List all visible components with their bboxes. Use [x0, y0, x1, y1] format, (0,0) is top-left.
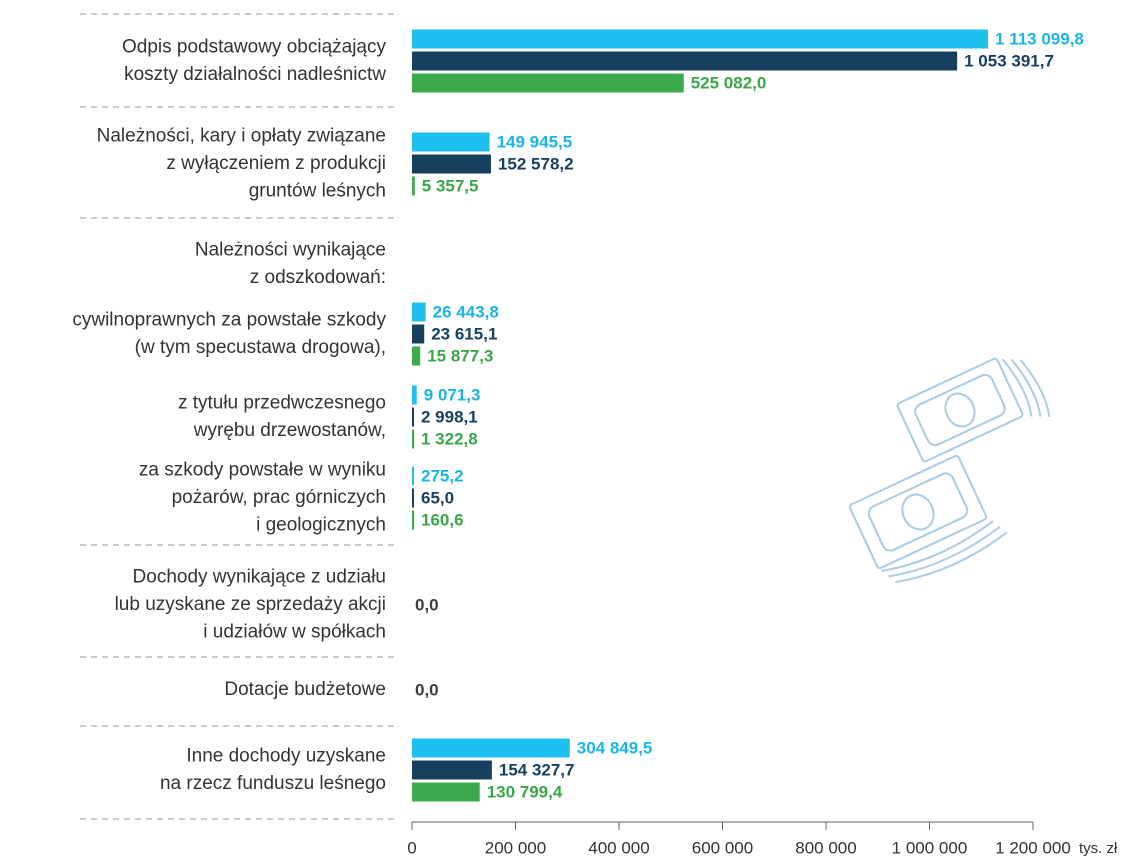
value-label: 130 799,4: [487, 782, 563, 801]
value-label: 0,0: [415, 680, 439, 699]
category-label: Odpis podstawowy obciążający: [122, 36, 387, 57]
value-label: 26 443,8: [433, 302, 499, 321]
value-label: 5 357,5: [422, 176, 479, 195]
bar: [412, 407, 414, 427]
bar: [412, 324, 425, 344]
value-label: 0,0: [415, 595, 439, 614]
x-tick-label: 600 000: [692, 838, 753, 857]
category-label: z odszkodowań:: [250, 267, 386, 288]
category-label: Inne dochody uzyskane: [186, 745, 386, 766]
value-label: 65,0: [421, 488, 454, 507]
value-label: 1 322,8: [421, 429, 478, 448]
x-tick-label: 800 000: [795, 838, 856, 857]
value-label: 1 113 099,8: [995, 29, 1084, 48]
category-label: lub uzyskane ze sprzedaży akcji: [115, 594, 386, 615]
category-label: Należności wynikające: [195, 239, 386, 260]
bar: [412, 154, 491, 174]
x-tick-label: 1 200 000: [995, 838, 1071, 857]
category-label: gruntów leśnych: [249, 181, 386, 202]
bar: [412, 510, 414, 530]
category-label: Dotacje budżetowe: [224, 679, 386, 700]
category-label: (w tym specustawa drogowa),: [135, 337, 386, 358]
category-label: cywilnoprawnych za powstałe szkody: [72, 309, 386, 330]
value-label: 23 615,1: [431, 324, 497, 343]
x-tick-label: 400 000: [588, 838, 649, 857]
bar: [412, 466, 414, 486]
money-icon: [848, 357, 1051, 584]
bar: [412, 738, 570, 758]
category-label: i geologicznych: [256, 515, 386, 536]
category-label: Należności, kary i opłaty związane: [97, 126, 386, 147]
value-label: 1 053 391,7: [964, 51, 1054, 70]
value-label: 160,6: [421, 510, 464, 529]
category-label: za szkody powstałe w wyniku: [139, 460, 386, 481]
value-label: 9 071,3: [424, 385, 481, 404]
x-tick-label: 0: [407, 838, 416, 857]
value-label: 152 578,2: [498, 154, 574, 173]
category-label: na rzecz funduszu leśnego: [160, 773, 386, 794]
value-label: 2 998,1: [421, 407, 478, 426]
bar: [412, 760, 492, 780]
x-unit: tys. zł: [1079, 840, 1118, 857]
category-label: z wyłączeniem z produkcji: [166, 153, 386, 174]
value-label: 304 849,5: [577, 738, 653, 757]
bar: [412, 132, 490, 152]
bar: [412, 176, 415, 196]
category-label: wyrębu drzewostanów,: [193, 420, 386, 441]
value-label: 149 945,5: [497, 132, 573, 151]
category-label: pożarów, prac górniczych: [172, 487, 386, 508]
bar: [412, 429, 414, 449]
bar: [412, 346, 421, 366]
bar: [412, 29, 989, 49]
category-label: z tytułu przedwczesnego: [178, 392, 386, 413]
bar: [412, 51, 958, 71]
x-tick-label: 1 000 000: [892, 838, 968, 857]
x-tick-label: 200 000: [485, 838, 546, 857]
category-label: Dochody wynikające z udziału: [133, 567, 386, 588]
category-label: koszty działalności nadleśnictw: [124, 64, 386, 85]
value-label: 275,2: [421, 466, 464, 485]
value-label: 15 877,3: [427, 346, 493, 365]
category-label: i udziałów w spółkach: [203, 622, 386, 643]
bar: [412, 302, 426, 322]
bar: [412, 385, 417, 405]
value-label: 154 327,7: [499, 760, 575, 779]
bar: [412, 73, 684, 93]
bar: [412, 488, 414, 508]
value-label: 525 082,0: [691, 73, 767, 92]
bar: [412, 782, 480, 802]
